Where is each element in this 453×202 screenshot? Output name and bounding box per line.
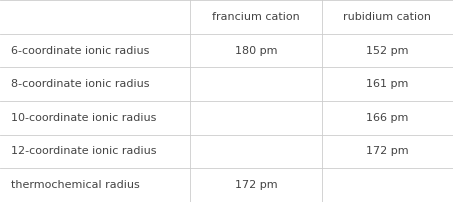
Text: 6-coordinate ionic radius: 6-coordinate ionic radius (11, 45, 149, 56)
Text: 172 pm: 172 pm (366, 146, 409, 157)
Text: francium cation: francium cation (212, 12, 300, 22)
Text: rubidium cation: rubidium cation (343, 12, 431, 22)
Text: 166 pm: 166 pm (366, 113, 409, 123)
Text: thermochemical radius: thermochemical radius (11, 180, 140, 190)
Text: 12-coordinate ionic radius: 12-coordinate ionic radius (11, 146, 157, 157)
Text: 8-coordinate ionic radius: 8-coordinate ionic radius (11, 79, 150, 89)
Text: 161 pm: 161 pm (366, 79, 409, 89)
Text: 152 pm: 152 pm (366, 45, 409, 56)
Text: 172 pm: 172 pm (235, 180, 277, 190)
Text: 10-coordinate ionic radius: 10-coordinate ionic radius (11, 113, 157, 123)
Text: 180 pm: 180 pm (235, 45, 277, 56)
